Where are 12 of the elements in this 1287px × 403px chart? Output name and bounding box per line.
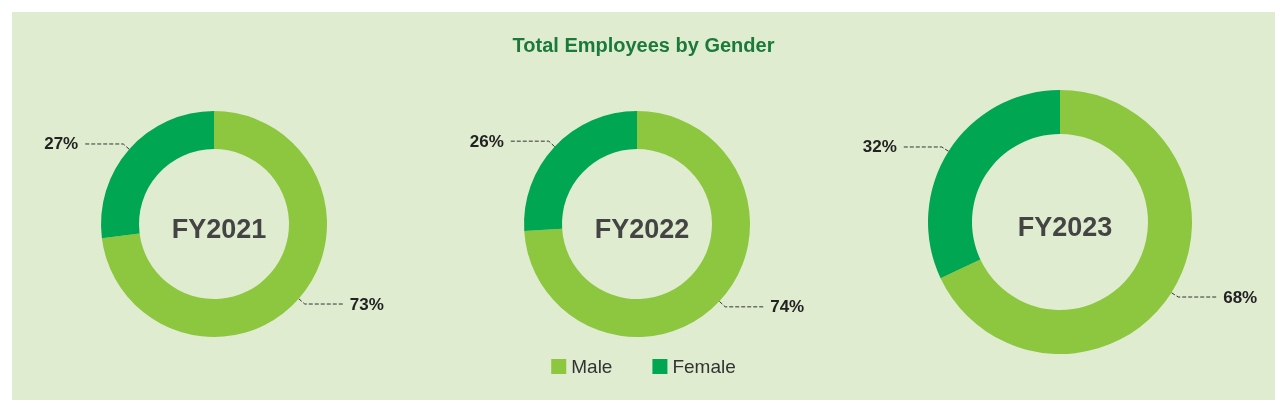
data-label: 27% <box>44 134 79 154</box>
legend-label: Female <box>672 356 736 377</box>
data-label: 32% <box>862 137 897 157</box>
slice-label: FY2021 <box>171 214 267 244</box>
slice-label: FY2022 <box>594 214 690 244</box>
data-label: 73% <box>349 294 384 314</box>
legend-label: Male <box>571 356 613 377</box>
data-label: 68% <box>1223 287 1258 307</box>
chart-title: Total Employees by Gender <box>512 34 775 56</box>
data-label: 26% <box>469 131 504 151</box>
data-label: 74% <box>770 297 805 317</box>
slice-label: FY2023 <box>1017 212 1113 242</box>
